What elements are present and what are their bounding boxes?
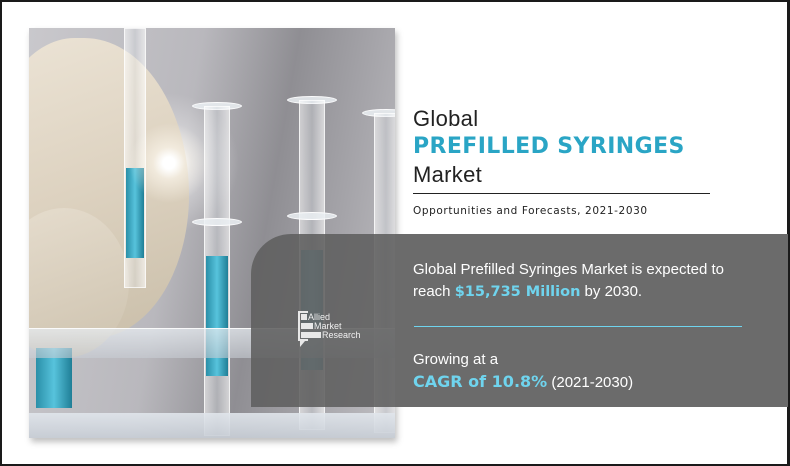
market-size-prefix: Global Prefilled Syringes Market is expe… [413,261,724,300]
title-rule [413,193,710,194]
growth-prefix: Growing at a [413,351,499,368]
allied-market-research-logo: Allied Market Research [298,311,378,351]
title-block: Global PREFILLED SYRINGES Market [413,106,713,188]
logo-speech-tail-icon [300,341,305,347]
subtitle: Opportunities and Forecasts, 2021-2030 [413,205,648,217]
market-size-stat: Global Prefilled Syringes Market is expe… [413,259,753,303]
logo-text-allied: Allied [308,312,331,322]
stats-panel [395,234,788,407]
syringe-rack-base [29,413,395,438]
growth-stat: Growing at a CAGR of 10.8% (2021-2030) [413,349,753,394]
logo-text-market: Market [314,321,342,331]
title-global: Global [413,106,479,131]
syringe-2 [192,102,242,436]
stats-divider [414,326,742,327]
cagr-value: CAGR of 10.8% [413,372,548,391]
market-size-suffix: by 2030. [580,283,643,300]
growth-period: (2021-2030) [547,374,634,391]
light-flare [129,123,209,203]
syringes-photo [29,28,395,438]
logo-text-research: Research [322,330,361,340]
market-size-value: $15,735 Million [454,284,581,300]
syringe-5 [34,348,74,418]
logo-bracket-icon [298,311,308,341]
title-product: PREFILLED SYRINGES [413,134,685,159]
title-market: Market [413,162,483,187]
